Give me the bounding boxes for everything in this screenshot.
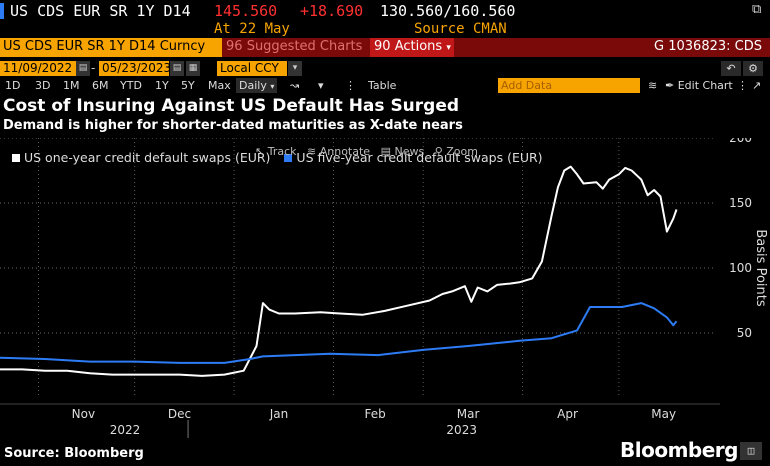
- period-1d[interactable]: 1D: [5, 79, 21, 92]
- chart-style-icon[interactable]: ≋: [648, 79, 658, 92]
- y-tick-label: 150: [729, 196, 752, 210]
- period-bar: 1D 3D 1M 6M YTD 1Y 5Y Max Daily ▾ ↝ ▾ ⋮ …: [0, 78, 770, 93]
- frequency-label: Daily: [239, 79, 267, 92]
- actions-num: 90: [374, 39, 391, 54]
- news-tool[interactable]: ▤ News: [380, 145, 425, 158]
- frequency-select[interactable]: Daily ▾: [236, 78, 278, 93]
- period-max[interactable]: Max: [208, 79, 231, 92]
- edit-chart-label: Edit Chart: [677, 79, 733, 92]
- x-tick-label: Feb: [365, 407, 386, 421]
- x-tick-label: Jan: [269, 407, 289, 421]
- series-line-1y: [0, 165, 678, 377]
- x-tick-label: May: [651, 407, 676, 421]
- popout-icon[interactable]: ⧉: [752, 2, 762, 17]
- annotate-tool[interactable]: ≋ Annotate: [307, 145, 371, 158]
- ticker-subheader: At 22 May Source CMAN: [0, 20, 770, 38]
- chart-title: Cost of Insuring Against US Default Has …: [3, 96, 460, 116]
- grid-icon[interactable]: ▦: [186, 61, 200, 76]
- source-note: Source: Bloomberg: [4, 446, 144, 461]
- actions-label: Actions: [394, 39, 443, 54]
- security-field[interactable]: US CDS EUR SR 1Y D14 Curncy: [0, 38, 222, 57]
- chart-code: G 1036823: CDS: [654, 39, 762, 54]
- table-button[interactable]: Table: [368, 79, 397, 92]
- chart-type-line-icon[interactable]: ↝: [290, 79, 300, 92]
- legend-item-1y[interactable]: US one-year credit default swaps (EUR): [12, 150, 270, 165]
- chevron-down-icon: ▾: [270, 82, 275, 91]
- zoom-tool[interactable]: ⚲ Zoom: [434, 145, 478, 158]
- suggested-charts-label: Suggested Charts: [246, 39, 363, 54]
- period-3d[interactable]: 3D: [35, 79, 51, 92]
- chart-tool-hints: ↖ Track ≋ Annotate ▤ News ⚲ Zoom: [255, 145, 478, 158]
- expand-icon[interactable]: ↗: [752, 79, 762, 92]
- track-tool[interactable]: ↖ Track: [255, 145, 297, 158]
- series-line-5y: [0, 302, 678, 364]
- y-tick-label: 50: [737, 326, 752, 340]
- undo-icon[interactable]: ↶: [721, 61, 741, 76]
- ticker-marker: [0, 3, 4, 19]
- period-ytd[interactable]: YTD: [120, 79, 142, 92]
- bloomberg-logo: Bloomberg: [620, 438, 738, 462]
- date-range-bar: 11/09/2022 ▤ - 05/23/2023 ▤ ▦ Local CCY …: [0, 61, 770, 77]
- function-bar: US CDS EUR SR 1Y D14 Curncy 96 Suggested…: [0, 38, 770, 57]
- calendar-icon[interactable]: ▤: [170, 61, 184, 76]
- suggested-charts-num: 96: [226, 39, 243, 54]
- zoom-label: Zoom: [446, 145, 478, 158]
- expand-icon[interactable]: ◫: [740, 442, 762, 460]
- year-label: 2023: [446, 423, 477, 437]
- chart-subtitle: Demand is higher for shorter-dated matur…: [3, 118, 463, 133]
- menu-icon[interactable]: ⋮: [737, 79, 748, 92]
- price-change: +18.690: [300, 2, 364, 20]
- edit-chart-button[interactable]: ✒ Edit Chart: [665, 79, 733, 92]
- period-1y[interactable]: 1Y: [155, 79, 169, 92]
- as-of-label: At 22 May: [214, 21, 290, 37]
- track-label: Track: [267, 145, 297, 158]
- chevron-down-icon[interactable]: ▾: [288, 61, 302, 76]
- legend-swatch: [284, 154, 293, 162]
- y-axis-label: Basis Points: [753, 229, 768, 306]
- y-tick-label: 100: [729, 261, 752, 275]
- price-range: 130.560/160.560: [380, 2, 516, 20]
- end-date-input[interactable]: 05/23/2023: [99, 61, 171, 76]
- actions-menu[interactable]: 90 Actions ▾: [370, 38, 454, 57]
- cds-line-chart[interactable]: 50 100 150 200 Nov Dec Jan Feb Mar Apr May 2022 2023…: [0, 138, 770, 448]
- x-tick-label: Apr: [557, 407, 578, 421]
- chevron-down-icon: ▾: [446, 43, 451, 53]
- ticker-header: US CDS EUR SR 1Y D14 145.560 +18.690 130…: [0, 0, 770, 22]
- source-code-label: Source CMAN: [414, 21, 507, 37]
- period-6m[interactable]: 6M: [92, 79, 109, 92]
- calendar-icon[interactable]: ▤: [76, 61, 90, 76]
- date-separator: -: [91, 61, 96, 75]
- ticker-name: US CDS EUR SR 1Y D14: [10, 2, 191, 20]
- start-date-input[interactable]: 11/09/2022: [0, 61, 76, 76]
- legend-item-5y[interactable]: US five-year credit default swaps (EUR): [284, 150, 543, 165]
- settings-icon[interactable]: ⚙: [743, 61, 763, 76]
- table-icon[interactable]: ⋮: [345, 79, 356, 92]
- period-5y[interactable]: 5Y: [181, 79, 195, 92]
- legend-label-5y: US five-year credit default swaps (EUR): [296, 150, 543, 165]
- currency-select[interactable]: Local CCY: [217, 61, 287, 76]
- add-data-input[interactable]: Add Data: [498, 78, 640, 93]
- x-tick-label: Dec: [168, 407, 191, 421]
- year-label: 2022: [110, 423, 141, 437]
- x-tick-label: Nov: [72, 407, 95, 421]
- chevron-down-icon[interactable]: ▾: [318, 79, 324, 92]
- y-tick-label: 200: [729, 138, 752, 145]
- last-price: 145.560: [214, 2, 278, 20]
- news-label: News: [394, 145, 425, 158]
- legend-swatch: [12, 154, 20, 162]
- period-1m[interactable]: 1M: [63, 79, 80, 92]
- x-tick-label: Mar: [457, 407, 480, 421]
- chart-legend: US one-year credit default swaps (EUR) U…: [12, 150, 543, 165]
- annotate-label: Annotate: [319, 145, 371, 158]
- suggested-charts-button[interactable]: 96 Suggested Charts: [226, 39, 362, 54]
- legend-label-1y: US one-year credit default swaps (EUR): [24, 150, 271, 165]
